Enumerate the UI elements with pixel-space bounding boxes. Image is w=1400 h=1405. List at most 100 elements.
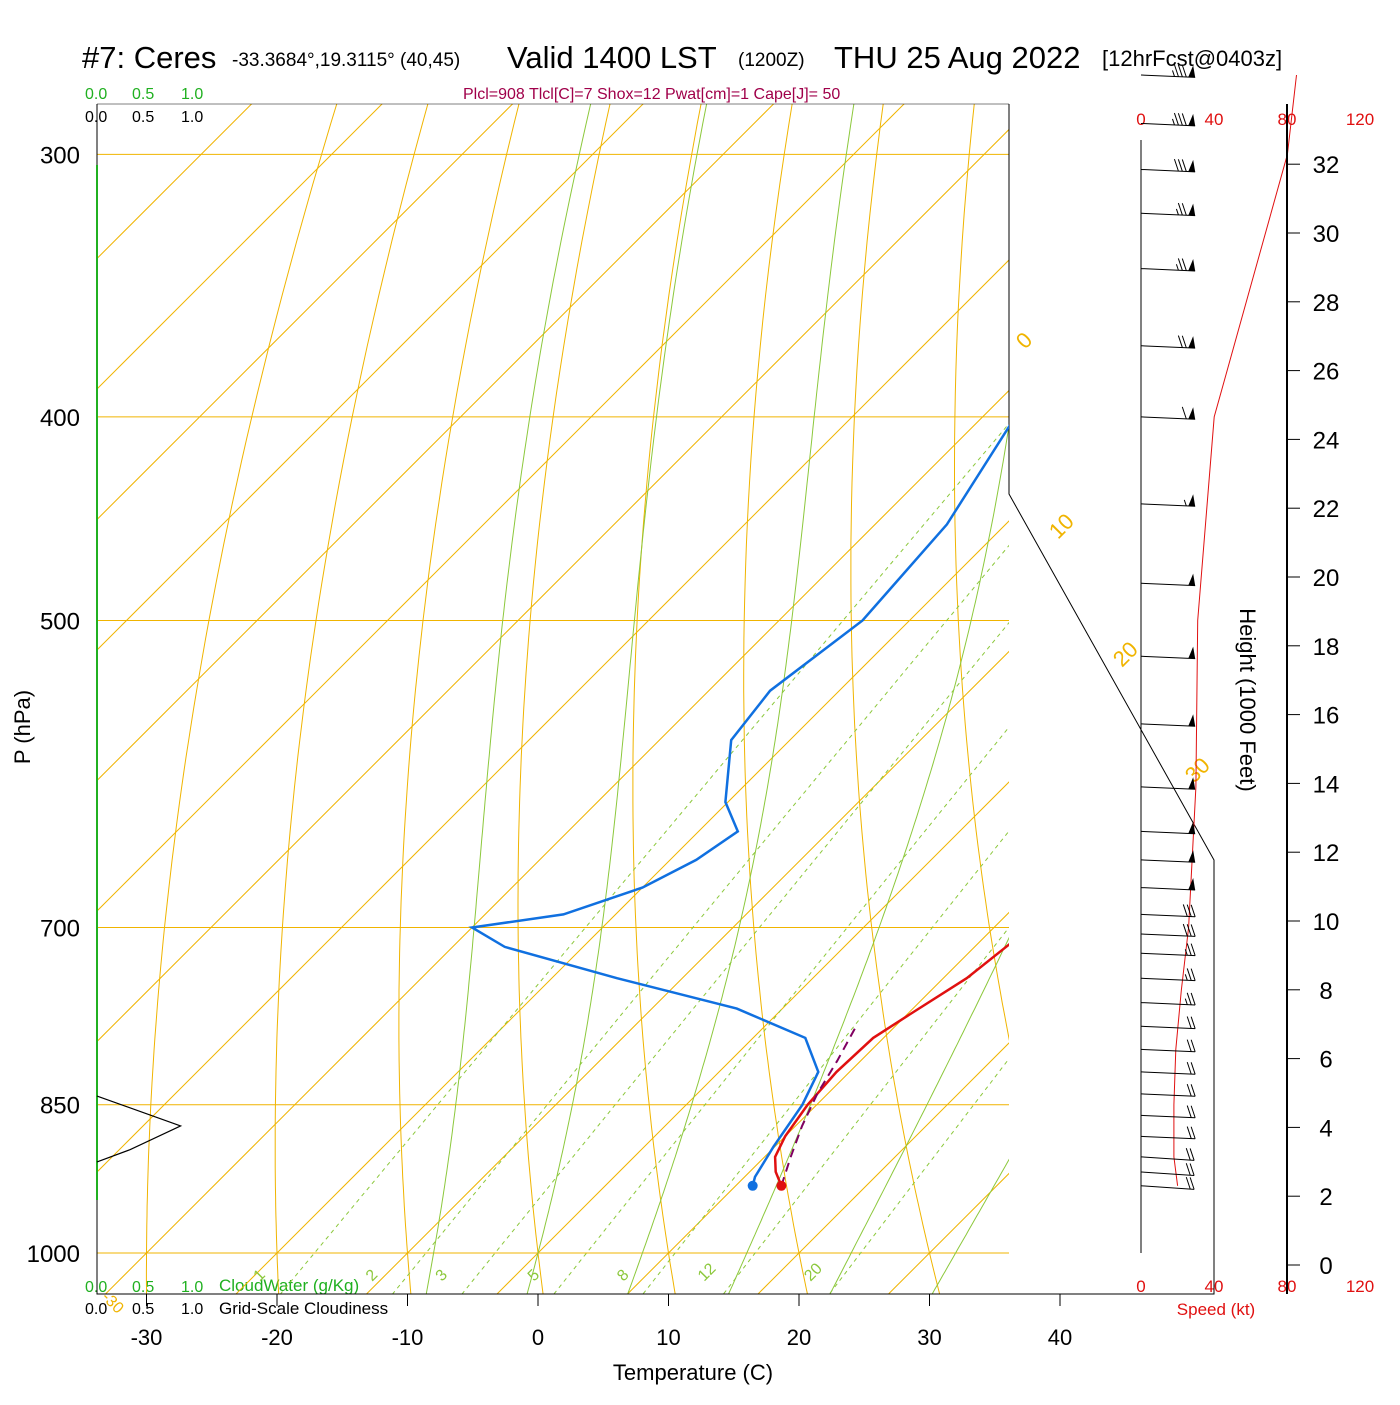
height-tick-label: 14 <box>1313 771 1340 798</box>
wind-barb <box>1141 574 1195 586</box>
wind-barb-flag <box>1178 258 1182 270</box>
height-tick-label: 20 <box>1313 565 1340 592</box>
pressure-tick-label: 400 <box>40 405 80 432</box>
wind-barb <box>1141 924 1195 936</box>
height-axis-title: Height (1000 Feet) <box>1235 608 1260 791</box>
height-tick-label: 2 <box>1319 1184 1332 1211</box>
wind-barb <box>1141 113 1195 126</box>
top-cloudiness-scale: 0.0 0.5 1.0 <box>85 109 203 126</box>
top-speed-tick: 0 <box>1136 110 1145 129</box>
mixing-ratio-line <box>362 417 1116 1332</box>
x-tick-label: 40 <box>1048 1325 1072 1350</box>
wind-barb-staff <box>1141 75 1195 77</box>
height-tick-label: 26 <box>1313 359 1340 386</box>
wind-barb-flag <box>1174 113 1178 125</box>
wind-barb-staff <box>1141 123 1195 125</box>
wind-barb-pennant <box>1188 714 1195 726</box>
height-tick-label: 12 <box>1313 840 1340 867</box>
wind-barb <box>1141 1016 1195 1028</box>
isotherm-line <box>0 0 666 1332</box>
wind-barb-pennant <box>1188 204 1195 216</box>
wind-barb-staff <box>1141 269 1195 271</box>
height-tick-label: 0 <box>1319 1253 1332 1280</box>
wind-barb-staff <box>1141 346 1195 348</box>
dry-adiabat-label: 10 <box>1044 509 1079 544</box>
wind-barb-flag <box>1187 1127 1191 1139</box>
wind-barb-flag <box>1187 993 1191 1005</box>
station-title: #7: Ceres <box>82 40 216 75</box>
wind-barb-staff <box>1141 417 1195 419</box>
wind-barb-pennant <box>1188 494 1195 506</box>
wind-barb <box>1141 1040 1195 1052</box>
wind-barb-staff <box>1141 656 1195 658</box>
wind-barb-flag <box>1182 159 1186 171</box>
moist-adiabat-line <box>419 0 629 1332</box>
top-cloudwater-tick: 0.0 <box>85 86 107 103</box>
mixing-ratio-label: 8 <box>614 1266 632 1284</box>
wind-barb-pennant <box>1188 259 1195 271</box>
wind-barb-staff <box>1141 787 1195 789</box>
wind-barb-pennant <box>1188 336 1195 348</box>
wind-barb-flag <box>1191 1062 1195 1074</box>
cloudwater-panel <box>97 1096 181 1162</box>
wind-barb-staff <box>1141 831 1195 833</box>
wind-barb-flag <box>1187 968 1191 980</box>
wind-barb <box>1141 1148 1194 1160</box>
top-speed-scale: 0 40 80 120 <box>1136 110 1374 129</box>
height-tick-label: 24 <box>1313 427 1340 454</box>
dry-adiabat-line <box>1339 0 1400 1332</box>
wind-barb <box>1141 1163 1194 1175</box>
wind-barb <box>1141 1084 1195 1096</box>
wind-barb <box>1141 203 1195 216</box>
cloudwater-profile <box>97 1096 181 1162</box>
wind-barb-flag <box>1178 159 1182 171</box>
wind-barb-flag <box>1190 1164 1194 1176</box>
height-tick-label: 30 <box>1313 221 1340 248</box>
wind-barb <box>1141 993 1195 1005</box>
wind-barb-flag <box>1190 1177 1194 1189</box>
wind-barb-flag <box>1182 336 1186 348</box>
wind-barb-staff <box>1141 1136 1195 1138</box>
height-tick-label: 16 <box>1313 703 1340 730</box>
x-tick-label: 20 <box>787 1325 811 1350</box>
wind-barb <box>1141 822 1195 834</box>
x-tick-label: 30 <box>917 1325 941 1350</box>
bottom-cloudiness-tick: 1.0 <box>181 1301 203 1318</box>
wind-barb <box>1141 1062 1195 1074</box>
x-tick-label: 0 <box>532 1325 544 1350</box>
pressure-tick-label: 850 <box>40 1093 80 1120</box>
wind-barb-staff <box>1141 583 1195 585</box>
mixing-ratio-line <box>614 417 1342 1332</box>
bottom-cloudwater-tick: 0.5 <box>132 1279 154 1296</box>
top-speed-tick: 120 <box>1346 110 1374 129</box>
wind-barb-flag <box>1178 203 1182 215</box>
temperature-profile <box>775 75 1400 1186</box>
wind-barb <box>1141 336 1195 349</box>
surface-temperature-marker <box>776 1181 786 1191</box>
wind-barb <box>1141 258 1195 271</box>
wind-barb-flag <box>1191 1106 1195 1118</box>
wind-barb-pennant <box>1188 647 1195 659</box>
bottom-speed-tick: 120 <box>1346 1277 1374 1296</box>
station-coords: -33.3684°,19.3115° (40,45) <box>232 50 460 71</box>
plot-border <box>97 104 1214 1294</box>
wind-barb-half-flag <box>1172 119 1174 125</box>
pressure-tick-label: 500 <box>40 609 80 636</box>
wind-barb-flag <box>1183 904 1187 916</box>
wind-barb-flag <box>1182 113 1186 125</box>
height-tick-label: 6 <box>1319 1047 1332 1074</box>
mixing-ratio-label: 12 <box>695 1260 720 1285</box>
wind-barb-flag <box>1182 259 1186 271</box>
wind-barb <box>1141 904 1195 916</box>
wind-barb-half-flag <box>1185 999 1187 1005</box>
wind-barb-flag <box>1191 905 1195 917</box>
pressure-tick-label: 1000 <box>27 1241 80 1268</box>
wind-barb <box>1141 159 1195 172</box>
pressure-tick-label: 700 <box>40 916 80 943</box>
wind-barb <box>1141 647 1195 659</box>
wind-barb-pennant <box>1188 407 1195 419</box>
wind-barb-staff <box>1141 1186 1194 1190</box>
